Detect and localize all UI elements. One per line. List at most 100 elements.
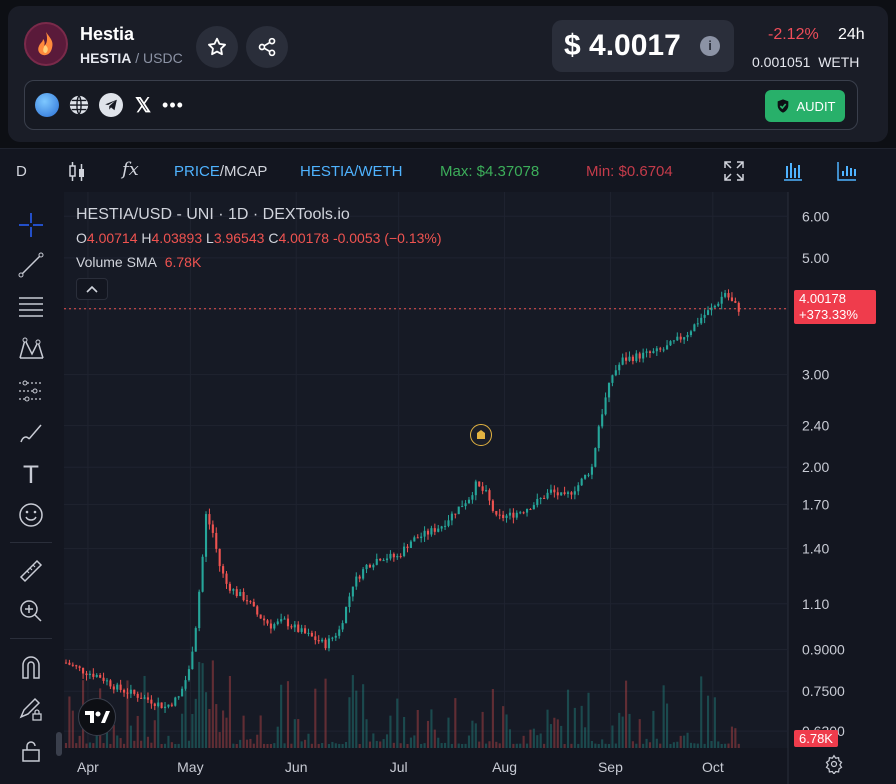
candle-body [686, 335, 689, 338]
globe-icon[interactable] [67, 93, 91, 117]
candle-body [696, 323, 699, 325]
magnet-icon[interactable] [14, 650, 48, 684]
collapse-legend-button[interactable] [76, 278, 108, 300]
candle-body [136, 693, 139, 698]
trend-line-icon[interactable] [14, 248, 48, 282]
candle-body [239, 591, 242, 597]
candle-body [225, 573, 228, 584]
candle-body [437, 528, 440, 532]
candle-body [368, 564, 372, 568]
info-icon[interactable]: i [700, 36, 720, 56]
pair-separator: / [131, 50, 144, 66]
candle-body [109, 680, 112, 687]
candle-body [194, 628, 197, 652]
candle-body [549, 489, 553, 493]
event-marker-icon[interactable] [470, 424, 492, 446]
emoji-icon[interactable] [14, 498, 48, 532]
more-icon[interactable]: ••• [162, 94, 184, 115]
candle-body [143, 697, 146, 699]
price-mcap-toggle[interactable]: PRICE/MCAP [174, 163, 267, 180]
time-axis [64, 748, 788, 784]
candle-body [597, 426, 600, 449]
low-value: 3.96543 [213, 230, 265, 246]
price-chart[interactable]: 6.005.004.003.002.402.001.701.401.100.90… [64, 192, 896, 784]
candle-body [286, 618, 290, 627]
depth-chart-icon[interactable] [782, 160, 804, 186]
volume-bar [276, 726, 279, 748]
volume-bar [184, 687, 187, 748]
volume-bar [478, 741, 481, 748]
interval-selector[interactable]: D [16, 163, 27, 180]
candle-body [372, 564, 375, 568]
volume-bar [669, 743, 672, 748]
candle-body [669, 341, 672, 346]
volume-bar [706, 695, 710, 748]
last-price-pill: 4.00178 +373.33% [794, 290, 876, 324]
candle-body [570, 492, 573, 495]
ruler-icon[interactable] [14, 554, 48, 588]
candle-body [444, 525, 447, 527]
volume-bar [201, 663, 204, 748]
volume-bar [532, 728, 535, 748]
candle-body [307, 632, 310, 634]
zoom-in-icon[interactable] [14, 594, 48, 628]
volume-bar [307, 733, 310, 748]
fib-lines-icon[interactable] [14, 290, 48, 324]
volume-bar [75, 743, 78, 748]
high-label: H [141, 230, 152, 246]
candlestick-chart[interactable]: 6.005.004.003.002.402.001.701.401.100.90… [64, 192, 896, 784]
candles-icon[interactable] [68, 161, 86, 187]
candle-body [655, 348, 658, 352]
y-tick-label: 6.00 [802, 208, 829, 224]
telegram-icon[interactable] [99, 93, 123, 117]
pattern-icon[interactable] [14, 332, 48, 366]
volume-bar [522, 735, 525, 748]
volume-pill: 6.78K [794, 730, 838, 747]
candle-body [269, 623, 272, 629]
volume-bar [454, 698, 457, 748]
audit-button[interactable]: AUDIT [765, 90, 845, 122]
volume-bar [143, 675, 146, 748]
volume-bar [659, 743, 662, 748]
favorite-button[interactable] [196, 26, 238, 68]
indicators-button[interactable]: fx [122, 159, 139, 180]
candle-body [396, 556, 399, 558]
pair-toggle[interactable]: HESTIA/WETH [300, 163, 403, 180]
pencil-lock-icon[interactable] [14, 692, 48, 726]
volume-bar [590, 740, 593, 748]
x-tick-label: Jun [285, 759, 308, 775]
candle-body [324, 639, 327, 649]
brush-icon[interactable] [14, 416, 48, 450]
volume-bar [372, 733, 375, 748]
x-icon[interactable]: 𝕏 [134, 94, 152, 117]
token-pair: HESTIA / USDC [80, 50, 183, 66]
forecast-icon[interactable] [14, 374, 48, 408]
candle-body [140, 697, 143, 699]
volume-bar [150, 742, 153, 748]
logo-link-icon[interactable] [35, 93, 59, 117]
candle-body [245, 600, 249, 602]
volume-bar [587, 692, 590, 748]
text-tool-icon[interactable]: T [23, 461, 39, 489]
candle-body [211, 524, 214, 533]
candle-body [512, 512, 515, 518]
x-tick-label: Oct [702, 759, 724, 775]
candle-body [724, 293, 727, 297]
volume-bar [112, 725, 115, 748]
volume-bar [174, 744, 177, 748]
volume-bar [286, 681, 290, 748]
volume-chart-icon[interactable] [836, 160, 858, 186]
fullscreen-icon[interactable] [724, 161, 744, 185]
share-button[interactable] [246, 26, 288, 68]
price-change: -2.12% [768, 26, 819, 43]
lock-icon[interactable] [14, 734, 48, 768]
volume-bar [491, 689, 494, 748]
volume-bar [717, 741, 720, 748]
candle-body [450, 513, 453, 521]
candle-body [102, 677, 105, 681]
chart-settings-icon[interactable] [824, 754, 844, 779]
candle-body [461, 506, 464, 508]
volume-bar [618, 712, 621, 748]
crosshair-icon[interactable] [14, 208, 48, 242]
sidebar-scrollbar[interactable] [56, 732, 62, 756]
